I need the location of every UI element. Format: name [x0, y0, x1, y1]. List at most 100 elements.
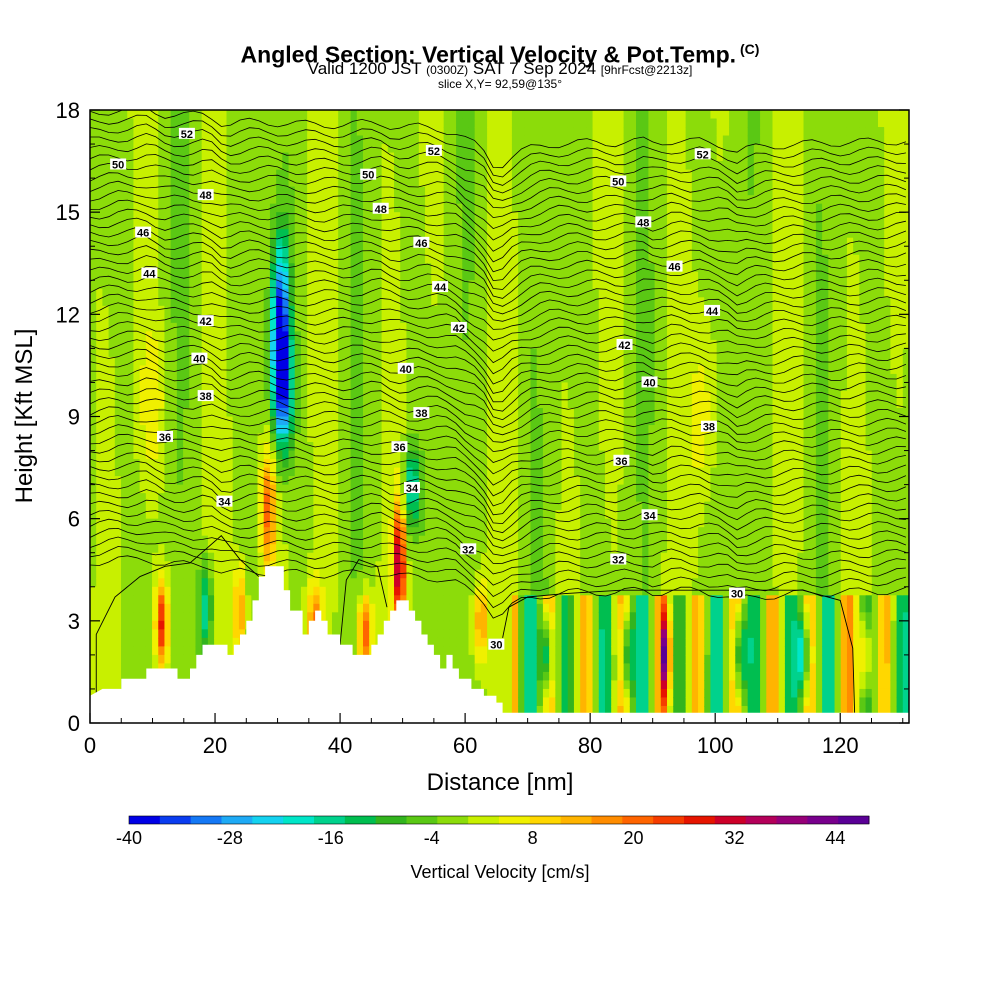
velocity-cell — [493, 365, 501, 375]
velocity-cell — [139, 314, 147, 324]
velocity-cell — [331, 433, 339, 443]
velocity-cell — [90, 544, 97, 554]
velocity-cell — [108, 629, 116, 639]
velocity-cell — [139, 425, 147, 435]
velocity-cell — [152, 433, 159, 443]
velocity-cell — [207, 110, 215, 120]
velocity-cell — [232, 118, 240, 128]
velocity-cell — [170, 620, 178, 630]
velocity-cell — [269, 476, 277, 486]
velocity-cell — [338, 144, 345, 154]
velocity-cell — [201, 425, 209, 435]
velocity-cell — [121, 442, 128, 452]
velocity-cell — [201, 433, 209, 443]
velocity-cell — [363, 195, 370, 205]
velocity-cell — [499, 425, 507, 435]
velocity-cell — [108, 186, 116, 196]
velocity-cell — [344, 637, 352, 647]
velocity-cell — [468, 314, 476, 324]
velocity-cell — [400, 518, 408, 528]
velocity-cell — [480, 612, 488, 622]
velocity-cell — [170, 118, 178, 128]
velocity-cell — [474, 680, 482, 690]
velocity-cell — [121, 450, 128, 460]
velocity-cell — [400, 246, 408, 256]
velocity-cell — [313, 586, 321, 596]
velocity-cell — [282, 527, 290, 537]
velocity-cell — [363, 178, 370, 188]
velocity-cell — [425, 305, 432, 315]
velocity-cell — [418, 220, 426, 230]
velocity-cell — [300, 382, 308, 392]
velocity-cell — [425, 195, 432, 205]
velocity-cell — [176, 654, 184, 664]
velocity-cell — [406, 297, 414, 307]
velocity-cell — [269, 263, 277, 273]
velocity-cell — [338, 629, 345, 639]
velocity-cell — [102, 680, 110, 690]
velocity-cell — [251, 476, 259, 486]
velocity-cell — [220, 476, 228, 486]
velocity-cell — [195, 620, 203, 630]
velocity-cell — [356, 407, 364, 418]
velocity-cell — [245, 212, 252, 222]
velocity-cell — [127, 476, 135, 486]
velocity-cell — [518, 212, 525, 222]
velocity-cell — [331, 127, 339, 137]
velocity-cell — [201, 629, 209, 639]
velocity-cell — [294, 425, 302, 435]
velocity-cell — [121, 135, 128, 145]
velocity-cell — [437, 518, 445, 528]
velocity-cell — [127, 161, 135, 171]
velocity-cell — [220, 578, 228, 588]
velocity-cell — [158, 629, 166, 639]
velocity-cell — [300, 501, 308, 511]
velocity-cell — [282, 339, 290, 349]
velocity-cell — [449, 229, 457, 239]
velocity-cell — [220, 110, 228, 120]
velocity-cell — [381, 399, 389, 409]
velocity-cell — [474, 254, 482, 264]
velocity-cell — [90, 578, 97, 588]
velocity-cell — [288, 501, 296, 511]
velocity-cell — [331, 382, 339, 392]
velocity-cell — [363, 527, 370, 537]
velocity-cell — [121, 603, 128, 613]
velocity-cell — [195, 110, 203, 120]
velocity-cell — [96, 297, 103, 307]
velocity-cell — [468, 671, 476, 682]
velocity-cell — [127, 637, 135, 647]
velocity-cell — [114, 178, 122, 188]
velocity-cell — [158, 535, 166, 545]
velocity-cell — [164, 637, 172, 647]
velocity-cell — [96, 637, 103, 647]
velocity-cell — [499, 552, 507, 562]
velocity-cell — [102, 390, 110, 401]
velocity-cell — [207, 637, 215, 647]
velocity-cell — [238, 535, 246, 545]
velocity-cell — [480, 646, 488, 656]
velocity-cell — [468, 246, 476, 256]
velocity-cell — [319, 433, 327, 443]
velocity-cell — [139, 586, 147, 596]
velocity-cell — [456, 433, 463, 443]
velocity-cell — [425, 365, 432, 375]
velocity-cell — [133, 629, 141, 639]
velocity-cell — [201, 144, 209, 154]
velocity-cell — [418, 246, 426, 256]
velocity-cell — [121, 203, 128, 213]
velocity-cell — [480, 459, 488, 469]
velocity-cell — [96, 603, 103, 613]
velocity-cell — [195, 425, 203, 435]
velocity-cell — [183, 110, 190, 120]
velocity-cell — [499, 671, 507, 682]
velocity-cell — [226, 450, 234, 460]
velocity-cell — [139, 595, 147, 605]
velocity-cell — [189, 373, 197, 384]
velocity-cell — [431, 305, 439, 315]
velocity-cell — [214, 569, 221, 579]
velocity-cell — [269, 212, 277, 222]
velocity-cell — [245, 220, 252, 230]
velocity-cell — [133, 118, 141, 128]
velocity-cell — [189, 365, 197, 375]
